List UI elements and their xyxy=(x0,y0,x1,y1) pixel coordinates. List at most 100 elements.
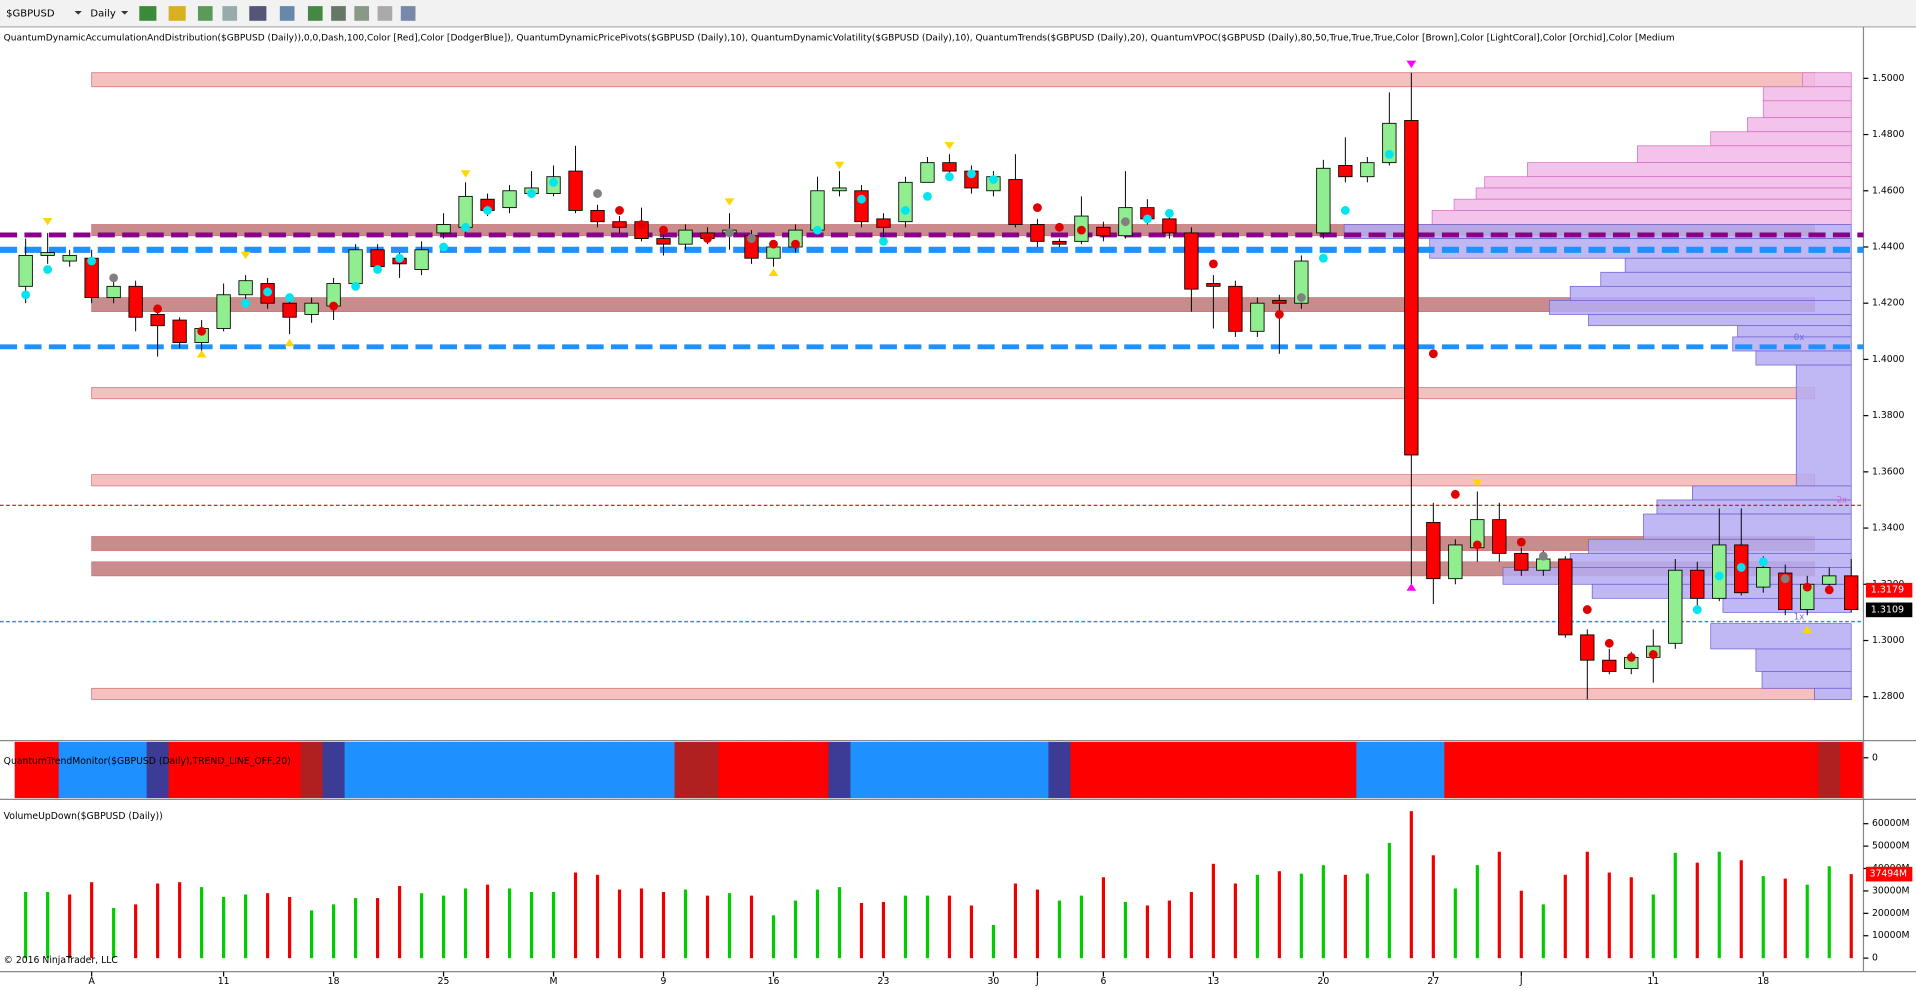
volume-profile-bar xyxy=(1549,300,1852,315)
volume-bar xyxy=(222,896,226,959)
price-zone xyxy=(91,72,1815,88)
candle-body xyxy=(150,314,165,327)
candle-body xyxy=(348,249,363,284)
candle-body xyxy=(40,252,55,256)
y-tick-label: 1.2800 xyxy=(1872,691,1905,702)
trend-cell xyxy=(1070,741,1094,799)
candle-body xyxy=(1338,165,1353,178)
volume-profile-bar xyxy=(1755,648,1852,672)
tool-button[interactable] xyxy=(168,6,186,21)
annotation: 1x xyxy=(1794,613,1804,623)
volume-bar xyxy=(617,889,622,959)
tool-button[interactable] xyxy=(354,6,370,21)
signal-triangle xyxy=(196,350,207,358)
trend-cell xyxy=(1532,741,1555,799)
trend-cell xyxy=(1444,741,1467,799)
candle-body xyxy=(1514,552,1529,571)
trend-cell xyxy=(652,741,676,799)
trend-cell xyxy=(14,741,38,799)
trend-cell xyxy=(102,741,126,799)
trend-cell xyxy=(1730,741,1753,799)
volume-bar xyxy=(24,892,28,959)
candle-body xyxy=(832,187,847,192)
pivot-dot xyxy=(1472,540,1482,550)
volume-bar xyxy=(375,898,380,959)
candle-body xyxy=(436,224,451,234)
tool-button[interactable] xyxy=(139,6,157,21)
trend-cell xyxy=(168,741,192,799)
volume-bar xyxy=(178,882,182,959)
volume-bar xyxy=(1079,895,1084,959)
candle-body xyxy=(1668,569,1683,644)
dropdown[interactable] xyxy=(74,11,82,15)
volume-bar xyxy=(1651,894,1655,959)
pivot-dot xyxy=(263,287,273,297)
trend-cell xyxy=(1290,741,1313,799)
interval[interactable]: Daily xyxy=(90,8,115,19)
volume-bar xyxy=(1761,876,1765,959)
tool-button[interactable] xyxy=(279,6,295,21)
dropdown[interactable] xyxy=(120,11,129,15)
indicator-title: VolumeUpDown($GBPUSD (Daily)) xyxy=(4,811,163,822)
candle-body xyxy=(304,302,319,315)
trend-cell xyxy=(1378,741,1401,799)
symbol[interactable]: $GBPUSD xyxy=(6,8,55,19)
pivot-dot xyxy=(659,225,668,235)
volume-profile-bar xyxy=(1710,131,1852,147)
trend-cell xyxy=(982,741,1006,799)
tool-button[interactable] xyxy=(377,6,393,21)
x-tick-label: 30 xyxy=(988,976,1000,987)
volume-bar xyxy=(595,874,600,959)
tool-button[interactable] xyxy=(400,6,416,21)
pivot-dot xyxy=(1538,551,1548,561)
signal-triangle xyxy=(1472,479,1483,487)
pivot-dot xyxy=(153,304,163,314)
trend-cell xyxy=(1774,741,1797,799)
x-tick-label: 6 xyxy=(1100,976,1106,987)
price-flag xyxy=(1865,582,1913,598)
tool-button[interactable] xyxy=(249,6,267,21)
pivot-dot xyxy=(637,220,646,229)
volume-bar xyxy=(749,895,754,959)
trend-cell xyxy=(1136,741,1160,799)
volume-profile-bar xyxy=(1484,176,1852,189)
volume-profile-bar xyxy=(1692,485,1852,501)
volume-bar xyxy=(639,888,644,959)
pivot-dot xyxy=(549,177,558,187)
x-tick-label: M xyxy=(550,976,558,987)
volume-bar xyxy=(1827,866,1831,959)
candle-body xyxy=(216,294,231,329)
trend-cell xyxy=(454,741,478,799)
volume-bar xyxy=(1739,860,1743,959)
volume-bar xyxy=(1497,851,1501,959)
pivot-dot xyxy=(1780,574,1790,584)
trend-cell xyxy=(278,741,302,799)
trend-cell xyxy=(718,741,742,799)
tool-button[interactable] xyxy=(331,6,346,21)
tool-button[interactable] xyxy=(222,6,238,21)
y-tick-label: 1.4400 xyxy=(1872,241,1905,252)
trend-cell xyxy=(1796,741,1819,799)
candle-body xyxy=(612,221,627,228)
volume-bar xyxy=(200,887,204,959)
trend-cell xyxy=(894,741,918,799)
tool-button[interactable] xyxy=(197,6,213,21)
trend-cell xyxy=(1004,741,1028,799)
pivot-dot xyxy=(769,239,778,249)
pivot-dot xyxy=(439,242,448,252)
volume-profile-bar xyxy=(1814,687,1852,700)
tool-button[interactable] xyxy=(307,6,323,21)
pivot-dot xyxy=(329,301,338,311)
volume-bar xyxy=(969,905,974,959)
x-tick-label: 18 xyxy=(1757,976,1769,987)
trend-cell xyxy=(1554,741,1577,799)
candle-body xyxy=(920,162,935,183)
y-tick-label: 1.3800 xyxy=(1872,410,1905,421)
trend-cell xyxy=(256,741,280,799)
trend-cell xyxy=(1312,741,1335,799)
pivot-dot xyxy=(241,298,251,308)
trend-cell xyxy=(1202,741,1225,799)
pivot-dot xyxy=(43,265,53,274)
trend-cell xyxy=(630,741,654,799)
volume-bar xyxy=(925,895,930,959)
